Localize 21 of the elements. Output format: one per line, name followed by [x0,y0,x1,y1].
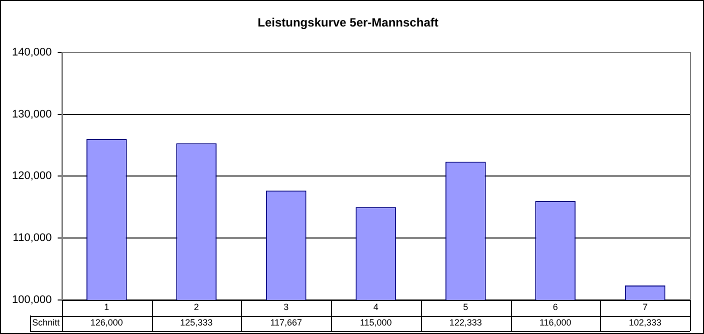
data-label: 116,000 [539,318,572,328]
text: Schnitt [32,318,60,328]
y-tick-label: 100,000 [12,294,52,306]
data-label: 102,333 [628,318,662,328]
data-label: 122,333 [449,318,482,328]
x-tick-label: 6 [552,302,558,312]
y-tick-label: 110,000 [12,232,52,244]
data-label: 115,000 [360,318,392,328]
x-tick-label: 7 [642,302,648,312]
x-tick-label: 5 [463,302,468,312]
x-tick-label: 2 [194,302,199,312]
x-tick-label: 3 [284,302,289,312]
y-tick-label: 140,000 [12,46,52,58]
data-label: 117,667 [270,318,302,328]
data-label: 125,333 [180,318,213,328]
chart-title: Leistungskurve 5er-Mannschaft [258,16,438,30]
x-tick-label: 4 [373,302,378,312]
y-tick-label: 130,000 [12,108,52,120]
y-tick-label: 120,000 [12,170,52,182]
data-label: 126,000 [90,318,123,328]
x-tick-label: 1 [104,302,110,312]
